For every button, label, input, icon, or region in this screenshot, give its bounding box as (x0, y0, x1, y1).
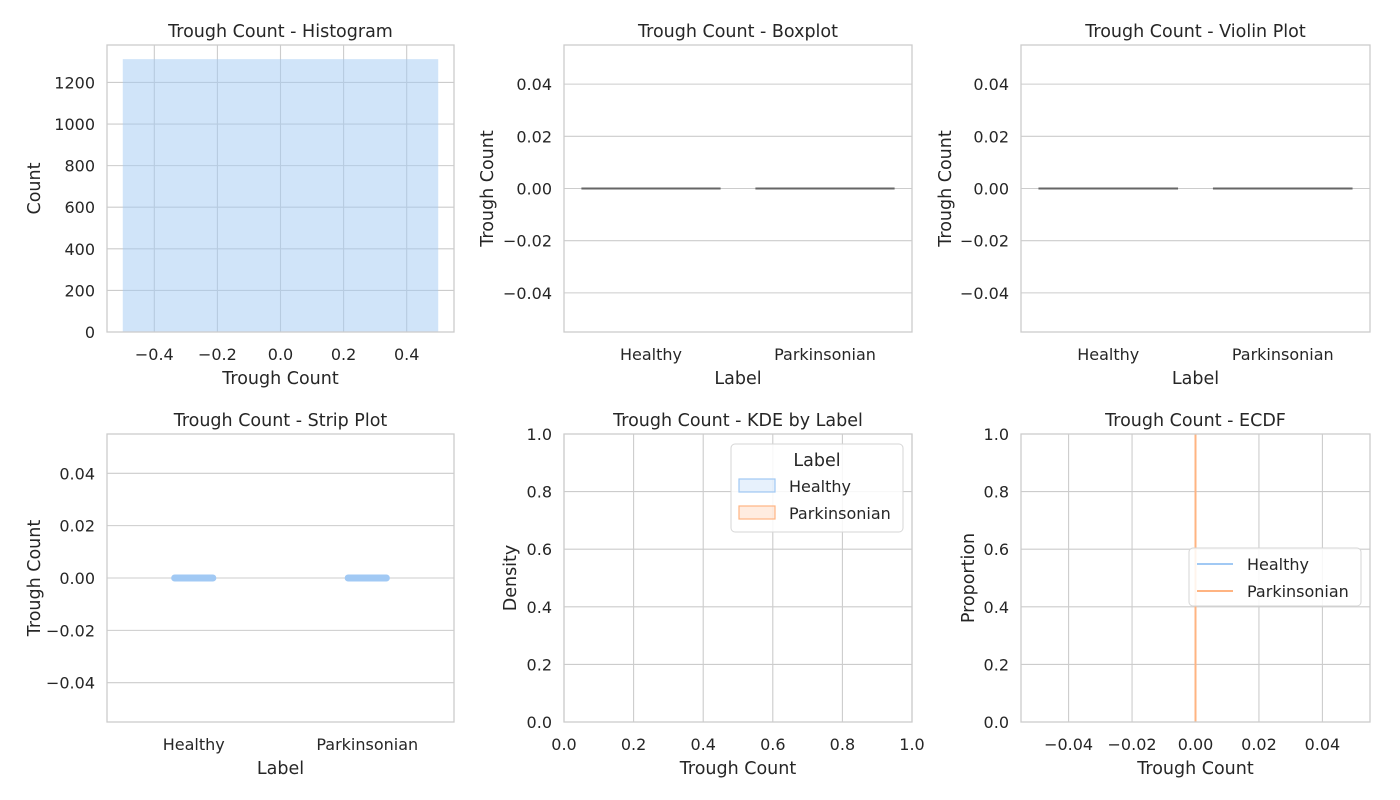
y-tick-label: 0.4 (527, 598, 552, 617)
y-axis-label: Trough Count (478, 130, 498, 248)
x-tick-label: 0.02 (1241, 735, 1277, 754)
x-tick-label: Parkinsonian (316, 735, 418, 754)
y-tick-label: 0.00 (973, 180, 1009, 199)
x-tick-label: 1.0 (899, 735, 924, 754)
x-axis-label: Label (1172, 369, 1219, 389)
y-tick-label: 0.6 (984, 540, 1009, 559)
legend-swatch-parkinsonian (738, 505, 776, 520)
x-axis-label: Label (714, 369, 761, 389)
chart-panel-5: 0.0 0.2 0.4 0.6 0.8 1.0 0.0 0.2 0.4 0.6 0.8 1.0 Trou… (501, 411, 925, 779)
y-tick-label: 0.02 (516, 127, 552, 146)
y-axis-label: Trough Count (25, 520, 45, 638)
x-tick-label: Parkinsonian (1232, 345, 1334, 364)
chart-title: Trough Count - Boxplot (637, 22, 838, 42)
x-tick-label: 0.6 (760, 735, 785, 754)
y-tick-label: 0.6 (527, 540, 552, 559)
chart-title: Trough Count - Strip Plot (173, 411, 388, 431)
axes-frame (106, 44, 455, 333)
y-tick-label: −0.02 (960, 232, 1009, 251)
y-tick-label: −0.02 (46, 621, 95, 640)
legend-swatch-healthy (738, 478, 776, 493)
x-tick-label: Healthy (163, 735, 225, 754)
x-tick-label: 0.2 (621, 735, 646, 754)
x-tick-label: 0.2 (331, 345, 356, 364)
y-tick-label: 0.04 (973, 75, 1009, 94)
chart-title: Trough Count - Violin Plot (1084, 22, 1306, 42)
x-axis-label: Label (257, 759, 304, 779)
y-tick-label: 0.0 (527, 713, 552, 732)
chart-panel-2: −0.04 −0.02 0.00 0.02 0.04 Healthy Parkinsonia… (478, 22, 913, 389)
histogram-bar (122, 59, 439, 332)
y-tick-label: 800 (64, 157, 95, 176)
y-tick-label: 0.00 (59, 569, 95, 588)
y-tick-label: 0.00 (516, 180, 552, 199)
x-tick-label: −0.02 (1108, 735, 1157, 754)
x-axis-label: Trough Count (1136, 759, 1254, 779)
legend-label: Healthy (1247, 555, 1309, 574)
chart-panel-1: 0 200 400 600 800 1000 1200 −0.4 −0.2 0.0 0.2 0.4 Tr… (25, 22, 455, 389)
x-tick-label: −0.04 (1044, 735, 1093, 754)
y-axis-label: Trough Count (936, 130, 956, 248)
y-tick-label: 200 (64, 281, 95, 300)
y-tick-label: −0.02 (503, 232, 552, 251)
y-tick-label: −0.04 (46, 674, 95, 693)
y-tick-label: 1.0 (984, 425, 1009, 444)
y-tick-label: 0.8 (984, 483, 1009, 502)
axes-frame (106, 433, 455, 723)
y-tick-label: 0.2 (527, 655, 552, 674)
chart-panel-6: 0.0 0.2 0.4 0.6 0.8 1.0 −0.04 −0.02 0.00 0.02 0.04… (959, 411, 1371, 779)
y-tick-label: 0.02 (59, 517, 95, 536)
y-tick-label: 1.0 (527, 425, 552, 444)
x-axis-label: Trough Count (221, 369, 339, 389)
chart-panel-4: −0.04 −0.02 0.00 0.02 0.04 Healthy Parkinsonia… (25, 411, 455, 779)
chart-title: Trough Count - ECDF (1104, 411, 1286, 431)
x-tick-label: 0.4 (690, 735, 715, 754)
axes-frame (1020, 44, 1371, 333)
y-tick-label: 0 (85, 323, 95, 342)
y-tick-label: 0.8 (527, 483, 552, 502)
chart-panel-3: −0.04 −0.02 0.00 0.02 0.04 Healthy Parkinsonia… (936, 22, 1371, 389)
y-tick-label: 0.02 (973, 127, 1009, 146)
chart-title: Trough Count - Histogram (167, 22, 393, 42)
y-tick-label: −0.04 (503, 284, 552, 303)
y-tick-label: 600 (64, 198, 95, 217)
axes-frame (1020, 433, 1371, 723)
y-tick-label: −0.04 (960, 284, 1009, 303)
y-tick-label: 0.04 (59, 464, 95, 483)
chart-title: Trough Count - KDE by Label (612, 411, 863, 431)
y-tick-label: 0.04 (516, 75, 552, 94)
x-tick-label: 0.4 (394, 345, 419, 364)
legend-box (730, 443, 904, 533)
x-tick-label: Healthy (1077, 345, 1139, 364)
y-axis-label: Count (25, 162, 45, 214)
x-tick-label: 0.8 (830, 735, 855, 754)
legend-label: Parkinsonian (1247, 582, 1349, 601)
y-axis-label: Density (501, 545, 521, 612)
y-tick-label: 1000 (54, 115, 95, 134)
legend-label: Healthy (789, 477, 851, 496)
x-tick-label: 0.00 (1178, 735, 1214, 754)
x-tick-label: −0.4 (135, 345, 174, 364)
x-tick-label: −0.2 (198, 345, 237, 364)
x-tick-label: 0.0 (551, 735, 576, 754)
y-tick-label: 0.2 (984, 655, 1009, 674)
x-axis-label: Trough Count (679, 759, 797, 779)
x-tick-label: 0.04 (1305, 735, 1341, 754)
axes-frame (563, 44, 913, 333)
x-tick-label: 0.0 (268, 345, 293, 364)
axes-frame (563, 433, 913, 723)
y-tick-label: 0.4 (984, 598, 1009, 617)
x-tick-label: Healthy (620, 345, 682, 364)
x-tick-label: Parkinsonian (774, 345, 876, 364)
y-axis-label: Proportion (959, 533, 979, 623)
y-tick-label: 400 (64, 240, 95, 259)
y-tick-label: 1200 (54, 73, 95, 92)
legend-title: Label (793, 451, 840, 471)
legend-label: Parkinsonian (789, 504, 891, 523)
y-tick-label: 0.0 (984, 713, 1009, 732)
